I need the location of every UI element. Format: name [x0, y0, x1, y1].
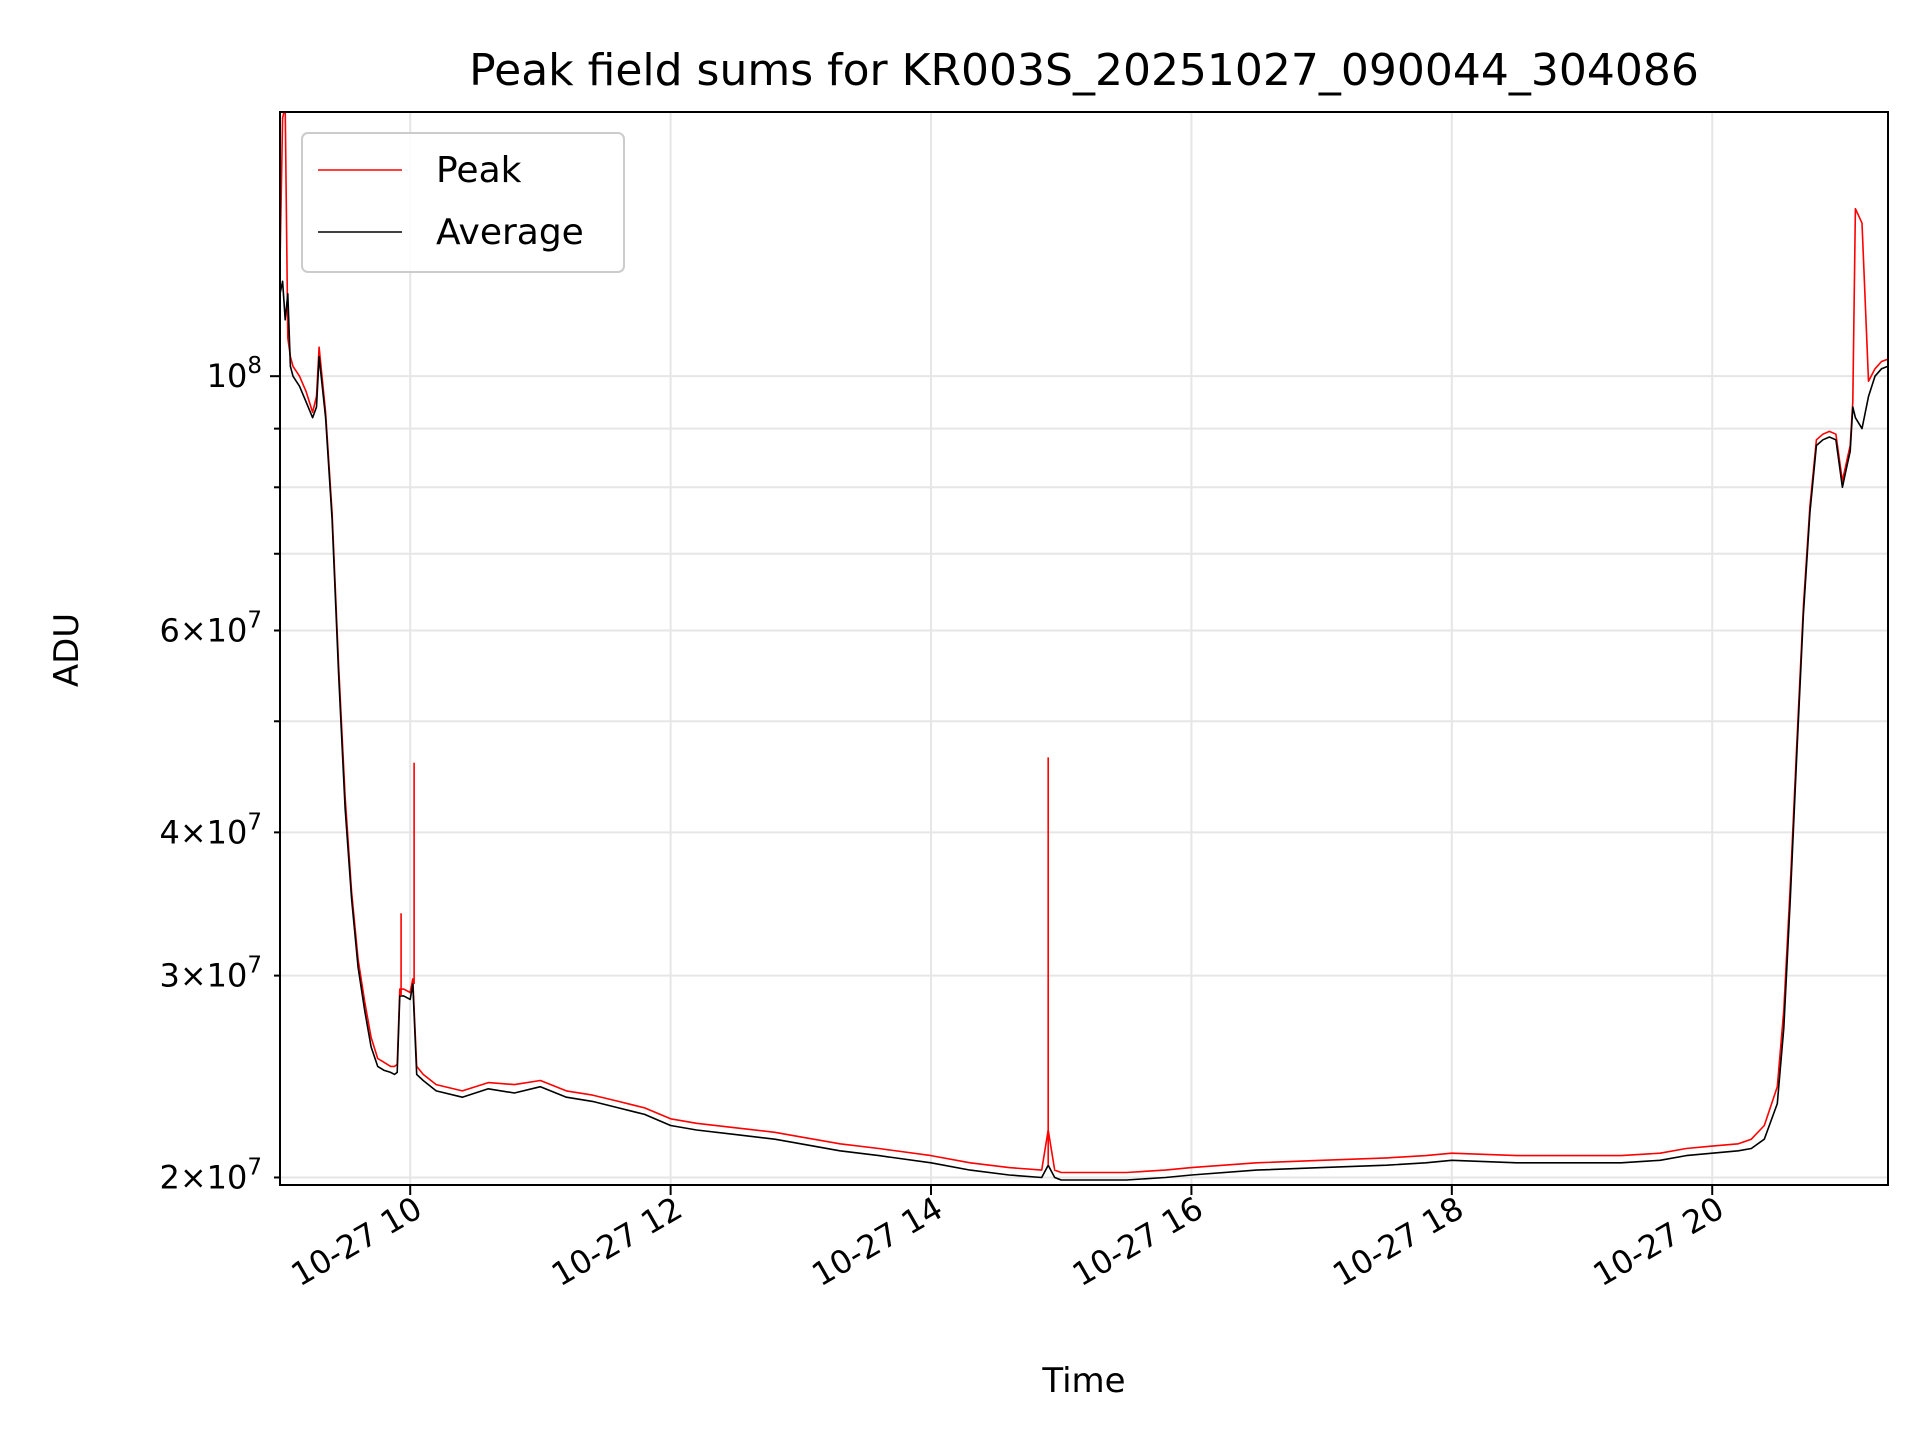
- x-tick-label: 10-27 10: [285, 1189, 429, 1294]
- legend: Peak Average: [301, 132, 625, 273]
- y-tick-label: 3×107: [159, 953, 262, 995]
- series-line-average: [280, 280, 1888, 1181]
- legend-average-label: Average: [436, 212, 584, 253]
- legend-peak-label: Peak: [436, 150, 522, 191]
- legend-box: [301, 132, 625, 273]
- y-axis: 108 2×107 3×107 4×107 6×107: [159, 353, 280, 1196]
- x-tick-label: 10-27 14: [805, 1189, 949, 1294]
- y-tick-label: 2×107: [159, 1154, 262, 1196]
- x-tick-label: 10-27 16: [1066, 1189, 1210, 1294]
- x-axis: 10-27 10 10-27 12 10-27 14 10-27 16 10-27 18…: [285, 1185, 1731, 1294]
- y-tick-label: 4×107: [159, 809, 262, 851]
- plot-frame: [279, 111, 1889, 1186]
- y-axis-label: ADU: [47, 613, 87, 687]
- chart-title: Peak field sums for KR003S_20251027_0900…: [469, 45, 1699, 96]
- x-axis-label: Time: [1041, 1361, 1125, 1401]
- x-tick-label: 10-27 18: [1326, 1189, 1470, 1294]
- x-tick-label: 10-27 12: [545, 1189, 689, 1294]
- y-tick-label: 108: [207, 353, 262, 395]
- y-tick-label: 6×107: [159, 608, 262, 650]
- series-layer: [280, 112, 1888, 1181]
- x-tick-label: 10-27 20: [1587, 1189, 1731, 1294]
- grid: [280, 112, 1888, 1185]
